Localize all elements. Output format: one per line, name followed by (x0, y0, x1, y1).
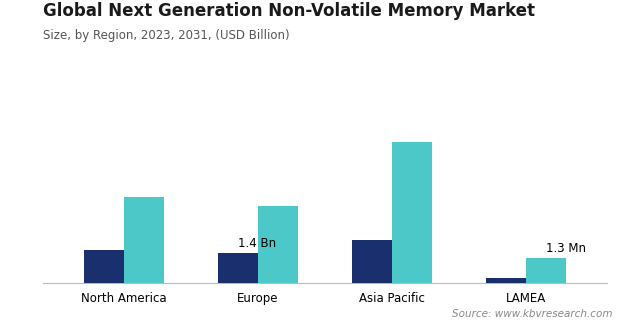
Bar (352, 240, 392, 283)
Bar (218, 253, 258, 283)
Bar (258, 206, 298, 283)
Text: Source: www.kbvresearch.com: Source: www.kbvresearch.com (452, 309, 613, 319)
Bar (124, 197, 164, 283)
Text: Global Next Generation Non-Volatile Memory Market: Global Next Generation Non-Volatile Memo… (43, 2, 535, 20)
Bar (84, 250, 124, 283)
Text: 1.4 Bn: 1.4 Bn (238, 237, 276, 251)
Bar (526, 258, 566, 283)
Bar (486, 278, 526, 283)
Text: 1.3 Mn: 1.3 Mn (546, 242, 586, 255)
Text: Size, by Region, 2023, 2031, (USD Billion): Size, by Region, 2023, 2031, (USD Billio… (43, 29, 290, 42)
Bar (392, 142, 432, 283)
